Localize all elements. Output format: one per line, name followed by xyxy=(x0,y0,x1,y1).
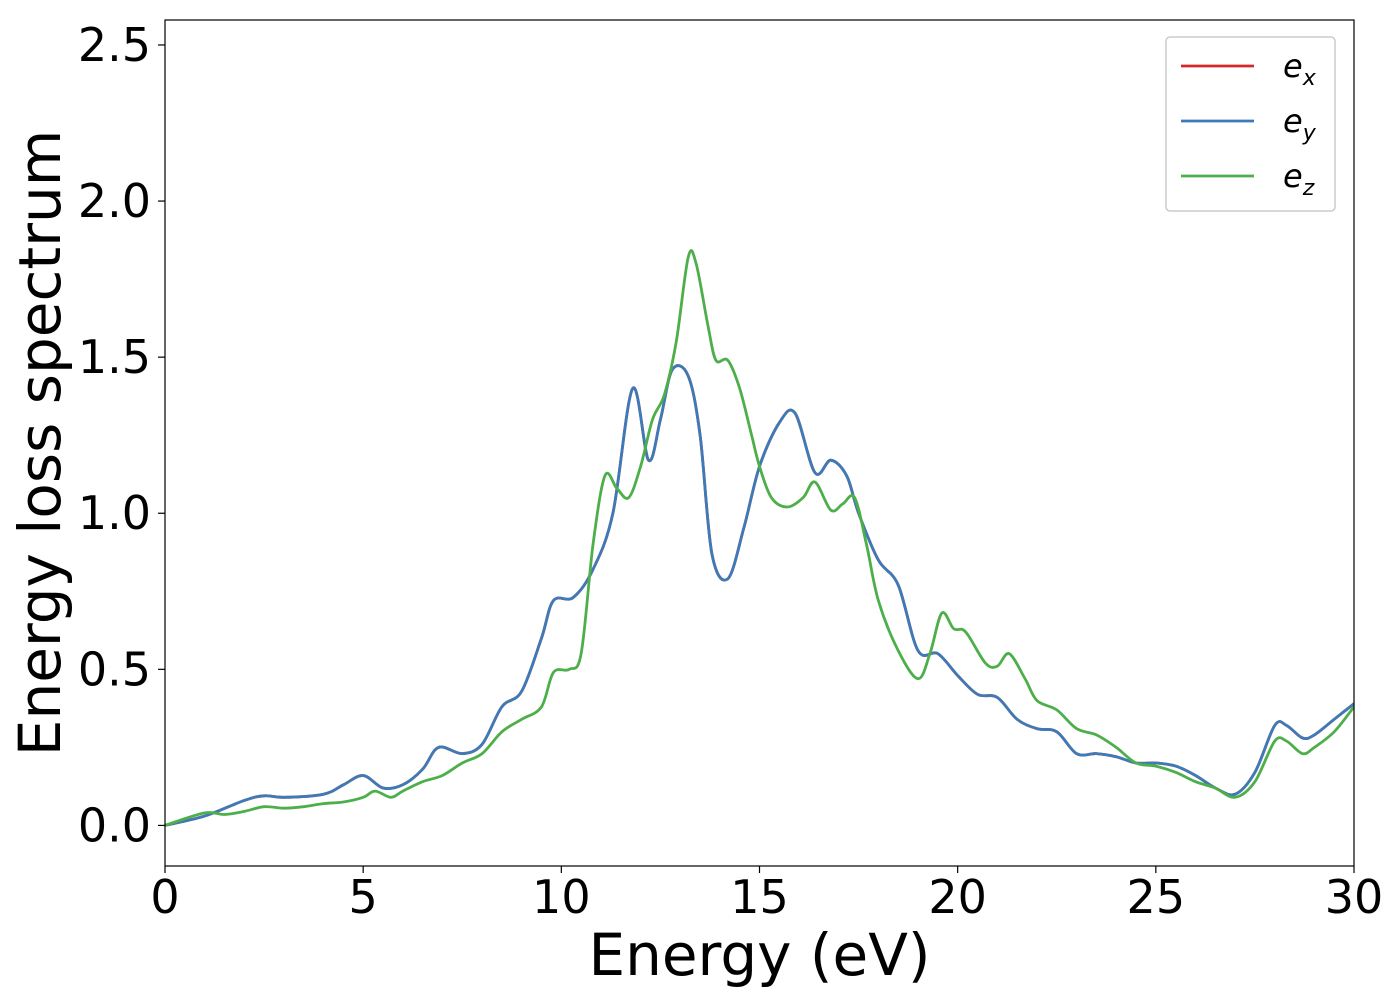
y-tick-label: 1.5 xyxy=(78,330,151,384)
x-axis-ticks: 0 5 10 15 20 25 30 xyxy=(150,866,1383,924)
x-tick-label: 15 xyxy=(730,870,789,924)
legend-subscript: x xyxy=(1302,66,1317,91)
x-tick-label: 20 xyxy=(928,870,987,924)
series-line-y xyxy=(165,364,1354,827)
y-axis-ticks: 0.0 0.5 1.0 1.5 2.0 2.5 xyxy=(78,18,165,852)
x-tick-label: 30 xyxy=(1325,870,1384,924)
series-layer xyxy=(165,249,1354,827)
x-tick-label: 10 xyxy=(532,870,591,924)
x-tick-label: 5 xyxy=(349,870,378,924)
x-tick-label: 0 xyxy=(150,870,179,924)
y-tick-label: 2.5 xyxy=(78,18,151,72)
y-tick-label: 1.0 xyxy=(78,486,151,540)
x-tick-label: 25 xyxy=(1127,870,1186,924)
legend-subscript: y xyxy=(1302,121,1317,146)
y-tick-label: 0.0 xyxy=(78,798,151,852)
series-line-z xyxy=(165,249,1354,827)
x-axis-label: Energy (eV) xyxy=(588,921,930,989)
legend-box xyxy=(1165,36,1336,212)
y-tick-label: 0.5 xyxy=(78,642,151,696)
legend-subscript: z xyxy=(1302,176,1315,201)
y-axis-label: Energy loss spectrum xyxy=(6,130,74,756)
y-tick-label: 2.0 xyxy=(78,174,151,228)
